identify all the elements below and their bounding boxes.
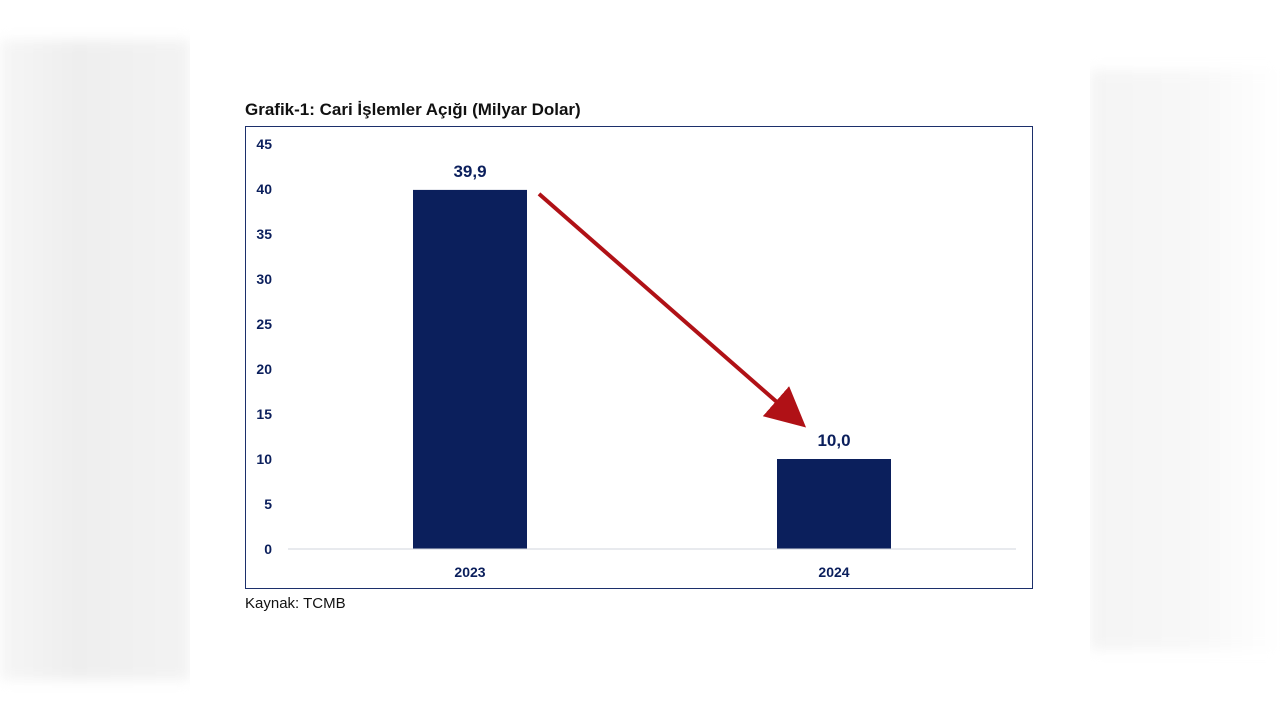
y-axis: 0 5 10 15 20 25 30 35 40 45 <box>256 136 272 557</box>
y-tick-label: 5 <box>264 496 272 512</box>
y-tick-label: 35 <box>256 226 272 242</box>
y-tick-label: 10 <box>256 451 272 467</box>
bars: 39,9 10,0 <box>413 162 891 549</box>
x-tick-label: 2024 <box>818 564 849 580</box>
blurred-backdrop-left <box>0 40 190 680</box>
x-tick-label: 2023 <box>454 564 485 580</box>
y-tick-label: 0 <box>264 541 272 557</box>
chart-frame: 0 5 10 15 20 25 30 35 40 45 39,9 10,0 2023 2024 <box>245 126 1033 589</box>
y-tick-label: 40 <box>256 181 272 197</box>
source-note: Kaynak: TCMB <box>245 595 346 612</box>
data-label-2023: 39,9 <box>453 162 486 181</box>
y-tick-label: 15 <box>256 406 272 422</box>
y-tick-label: 30 <box>256 271 272 287</box>
x-axis: 2023 2024 <box>288 548 1016 580</box>
bar-2023 <box>413 189 527 549</box>
trend-arrow <box>537 192 807 428</box>
y-tick-label: 20 <box>256 361 272 377</box>
bar-chart: 0 5 10 15 20 25 30 35 40 45 39,9 10,0 2023 2024 <box>256 136 1016 580</box>
bar-2024 <box>777 459 891 549</box>
annotations <box>537 192 807 428</box>
y-tick-label: 25 <box>256 316 272 332</box>
y-tick-label: 45 <box>256 136 272 152</box>
blurred-backdrop-right <box>1090 70 1280 650</box>
data-label-2024: 10,0 <box>817 431 850 450</box>
chart-title: Grafik-1: Cari İşlemler Açığı (Milyar Do… <box>245 100 581 119</box>
